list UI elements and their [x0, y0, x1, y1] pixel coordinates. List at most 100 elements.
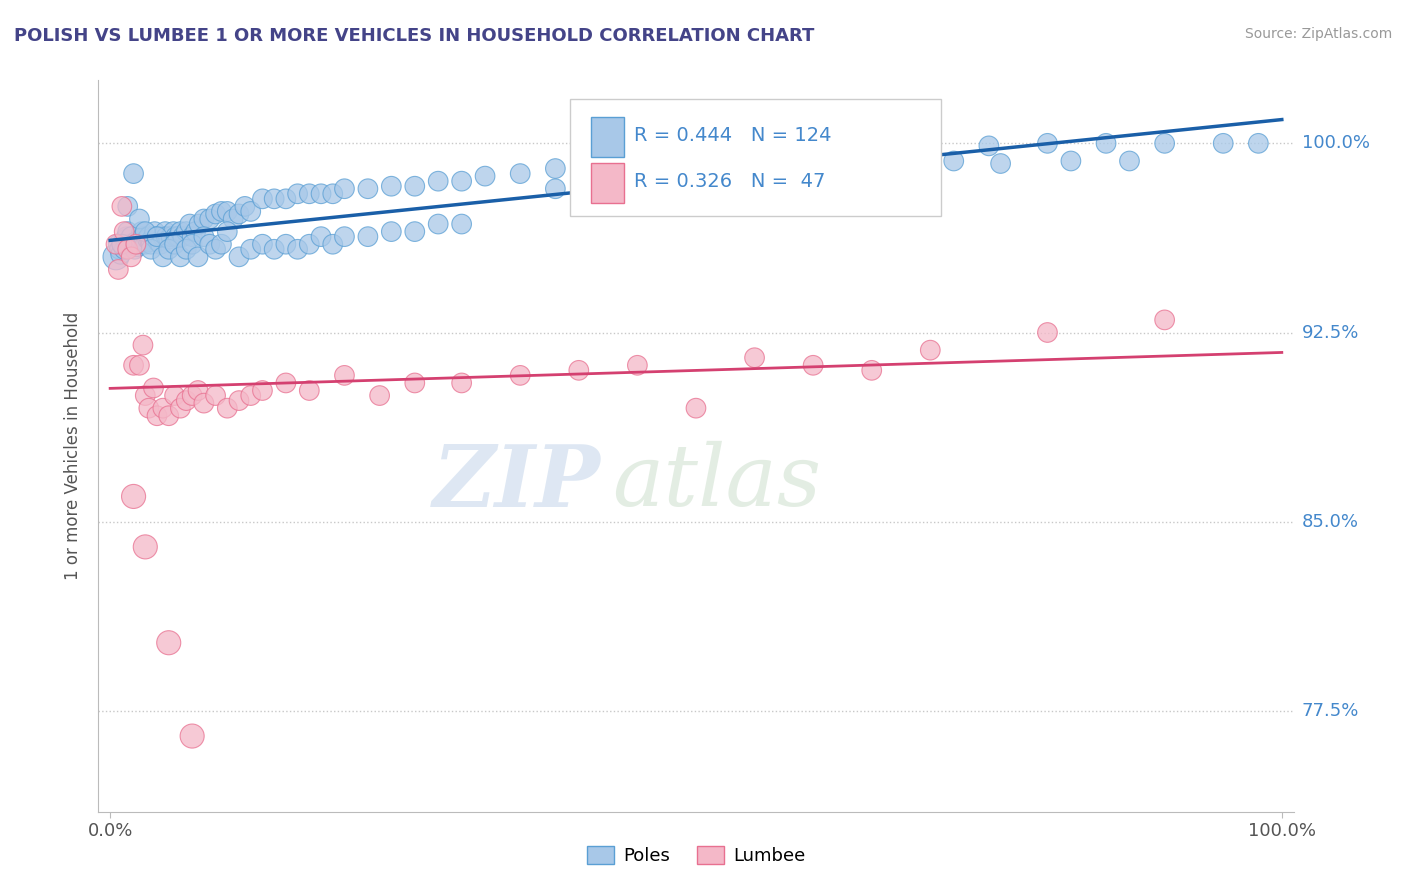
Point — [357, 182, 380, 196]
Point — [333, 368, 356, 383]
Point — [148, 235, 170, 249]
Point — [152, 229, 174, 244]
Point — [380, 225, 402, 239]
Point — [163, 388, 186, 402]
Point — [108, 242, 131, 256]
Point — [125, 235, 148, 249]
Point — [309, 229, 332, 244]
Point — [287, 186, 309, 201]
Point — [115, 229, 138, 244]
Point — [132, 235, 156, 249]
Point — [298, 384, 321, 398]
Point — [138, 401, 160, 416]
Point — [181, 729, 204, 743]
Point — [107, 262, 129, 277]
Point — [138, 229, 160, 244]
Point — [309, 186, 332, 201]
FancyBboxPatch shape — [571, 99, 941, 216]
Point — [198, 237, 221, 252]
Point — [252, 237, 274, 252]
Point — [152, 401, 174, 416]
Point — [228, 393, 250, 408]
Point — [157, 636, 180, 650]
Point — [172, 229, 194, 244]
Point — [112, 242, 135, 256]
Point — [139, 235, 162, 249]
Point — [380, 179, 402, 194]
Point — [263, 192, 285, 206]
Point — [591, 174, 613, 188]
Point — [427, 174, 450, 188]
Point — [107, 237, 129, 252]
Point — [167, 229, 190, 244]
Text: ZIP: ZIP — [433, 441, 600, 524]
Point — [896, 156, 918, 170]
Point — [685, 401, 707, 416]
Point — [179, 217, 201, 231]
Point — [685, 174, 707, 188]
Point — [252, 192, 274, 206]
Point — [141, 237, 163, 252]
Text: Source: ZipAtlas.com: Source: ZipAtlas.com — [1244, 27, 1392, 41]
Point — [169, 225, 191, 239]
Point — [1153, 136, 1175, 151]
Point — [128, 237, 150, 252]
Point — [626, 359, 648, 373]
Point — [134, 237, 156, 252]
Legend: Poles, Lumbee: Poles, Lumbee — [579, 838, 813, 872]
Point — [509, 368, 531, 383]
Point — [509, 167, 531, 181]
Point — [110, 247, 132, 261]
Point — [157, 242, 180, 256]
Point — [129, 232, 152, 246]
Point — [228, 207, 250, 221]
Point — [274, 237, 297, 252]
Point — [134, 540, 156, 554]
Point — [579, 161, 602, 176]
Point — [298, 237, 321, 252]
Point — [1153, 313, 1175, 327]
Point — [146, 229, 169, 244]
Point — [239, 204, 262, 219]
Point — [187, 250, 209, 264]
Point — [638, 169, 661, 183]
Point — [287, 242, 309, 256]
Point — [368, 388, 391, 402]
Point — [193, 396, 215, 410]
Point — [174, 393, 197, 408]
Point — [239, 388, 262, 402]
Point — [744, 351, 766, 365]
Point — [860, 144, 883, 158]
Text: POLISH VS LUMBEE 1 OR MORE VEHICLES IN HOUSEHOLD CORRELATION CHART: POLISH VS LUMBEE 1 OR MORE VEHICLES IN H… — [14, 27, 814, 45]
Point — [141, 242, 163, 256]
Point — [766, 149, 789, 163]
Point — [134, 225, 156, 239]
Point — [211, 237, 233, 252]
Point — [174, 225, 197, 239]
Point — [204, 242, 226, 256]
Point — [274, 376, 297, 390]
Point — [122, 237, 145, 252]
Point — [193, 212, 215, 227]
Point — [298, 186, 321, 201]
Point — [920, 141, 942, 155]
Point — [114, 232, 136, 246]
Point — [814, 146, 837, 161]
Text: 92.5%: 92.5% — [1302, 324, 1360, 342]
Point — [120, 250, 142, 264]
Point — [990, 156, 1012, 170]
Point — [920, 343, 942, 358]
Point — [228, 250, 250, 264]
Point — [117, 242, 139, 256]
Point — [322, 237, 344, 252]
Point — [149, 237, 172, 252]
Point — [120, 229, 142, 244]
Point — [157, 232, 180, 246]
Text: atlas: atlas — [612, 442, 821, 524]
Point — [155, 229, 177, 244]
Point — [404, 376, 426, 390]
Point — [544, 161, 567, 176]
Point — [801, 153, 824, 168]
Point — [450, 376, 472, 390]
Point — [333, 182, 356, 196]
